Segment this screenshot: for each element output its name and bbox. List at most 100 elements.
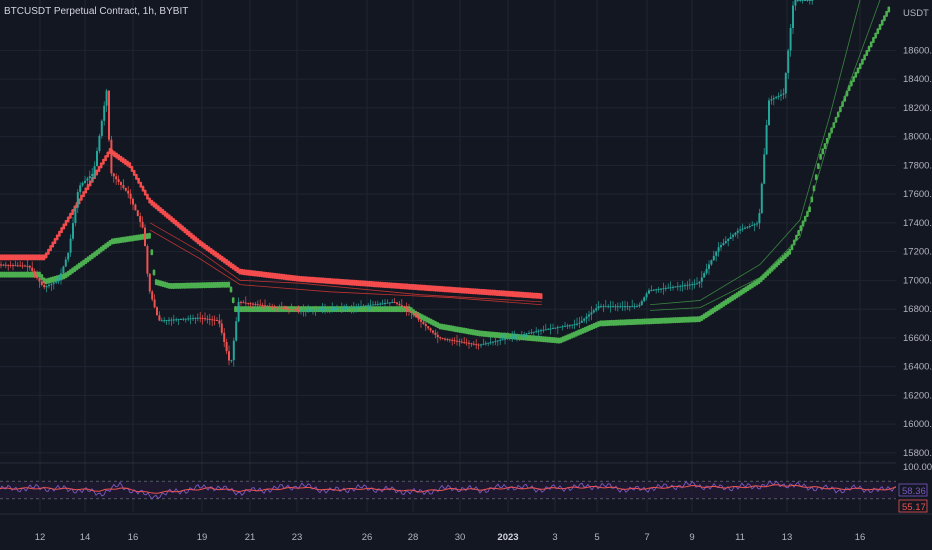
candle-body [338,308,341,310]
resistance-dot [187,230,191,237]
candle-body [808,0,811,1]
support-dot [770,265,774,272]
support-dot [218,281,222,288]
resistance-dot [236,266,239,273]
resistance-dot [366,280,369,287]
support-dot [555,337,558,344]
candle-body [679,285,682,287]
candle-body [372,304,374,306]
resistance-dot [194,236,198,243]
candle-body [67,252,70,260]
support-dot [458,326,462,333]
candle-body [748,225,751,227]
candle-body [439,337,442,339]
candle-body [232,340,235,361]
support-dot [0,271,4,278]
candle-body [489,342,492,344]
resistance-dot [229,262,233,269]
resistance-dot [493,289,497,296]
candle-body [328,308,331,310]
time-tick-label: 9 [689,532,694,543]
candle-body [717,247,720,252]
candle-body [139,216,142,222]
candle-body [794,0,797,6]
candle-body [676,286,679,288]
candle-body [91,173,94,177]
candle-body [799,0,802,1]
resistance-dot [157,205,160,212]
candle-body [638,304,641,307]
price-tick-label: 17200.0 [903,247,932,258]
resistance-dot [64,219,68,226]
price-layer [0,0,814,367]
support-dot [231,297,235,304]
candle-body [525,333,528,335]
price-tick-label: 16000.0 [903,419,932,430]
candle-body [2,264,5,266]
candle-body [708,264,710,269]
support-dot [680,316,684,323]
candle-body [160,320,163,322]
support-dot [152,269,156,276]
resistance-dot [458,287,462,294]
support-dot [227,281,231,288]
candle-body [640,301,643,305]
support-dot [498,332,501,339]
resistance-dot [198,240,202,247]
candle-body [352,306,355,308]
time-axis[interactable]: 12 14 16 19 21 23 26 28 30 2023 3 5 7 9 11 13 16 [0,513,932,543]
resistance-dot [392,282,396,289]
resistance-dot [251,270,255,277]
candle-body [667,287,670,289]
support-dot [102,244,105,251]
support-dot [357,306,360,313]
support-dot [819,153,822,160]
support-dot [676,317,679,324]
resistance-dot [469,288,473,295]
candle-body [228,351,230,361]
support-dot [379,306,382,313]
resistance-dot [322,277,325,284]
resistance-dot [460,287,464,294]
candle-body [177,319,180,321]
candle-body [398,303,401,306]
resistance-dot [16,254,19,261]
candle-body [93,166,96,174]
resistance-dot [333,278,336,285]
resistance-dot [284,274,288,281]
rsi-value-tag [898,499,928,513]
support-dot [491,331,495,338]
resistance-dot [82,191,85,198]
candle-body [672,286,674,288]
resistance-dot [238,268,242,275]
resistance-dot [128,162,132,169]
resistance-dot [201,241,204,248]
support-dot [594,322,598,329]
support-dot [887,6,891,13]
candle-body [453,340,456,342]
support-dot [447,324,451,331]
candle-body [180,318,182,320]
resistance-dot [280,273,283,280]
resistance-dot [324,277,327,284]
candle-body [554,327,557,329]
resistance-dot [275,273,279,280]
resistance-dot [447,286,451,293]
candle-body [60,273,62,281]
candle-body [297,310,300,312]
candle-body [789,28,792,51]
price-axis[interactable]: 15800.0 16000.0 16200.0 16400.0 16600.0 16800… [896,0,932,550]
candle-body [631,306,634,308]
resistance-dot [502,290,506,297]
support-dot [625,319,629,326]
candle-body [645,293,648,298]
resistance-dot [174,219,178,226]
support-dot [443,324,446,331]
candle-body [336,308,338,310]
support-dot [599,320,602,327]
candle-body [50,283,53,285]
support-dot [495,332,499,339]
resistance-dot [370,281,374,288]
